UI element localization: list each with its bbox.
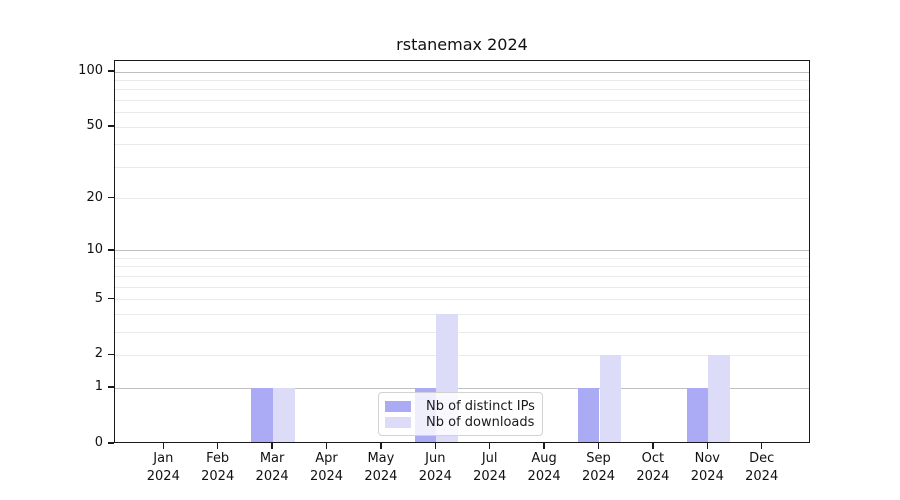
gridline-minor [115, 112, 809, 114]
x-tick-label: Jan 2024 [131, 450, 195, 486]
bar-distinct-ips-mar [251, 388, 274, 443]
gridline-major [115, 387, 809, 389]
legend-label-distinct-ips: Nb of distinct IPs [426, 398, 535, 414]
x-tick-label: Sep 2024 [567, 450, 631, 486]
x-tick-month: May [367, 451, 395, 466]
x-tick-label: Oct 2024 [621, 450, 685, 486]
gridline-minor [115, 286, 809, 288]
x-tick-month: Apr [315, 451, 338, 466]
y-tick-label: 2 [94, 346, 103, 362]
chart-title: rstanemax 2024 [396, 35, 528, 54]
x-tick-month: Mar [259, 451, 285, 466]
x-tick [597, 443, 600, 449]
x-tick-year: 2024 [146, 469, 180, 484]
plot-area [114, 60, 810, 443]
x-tick-label: Nov 2024 [675, 450, 739, 486]
x-tick-year: 2024 [636, 469, 670, 484]
legend-label-downloads: Nb of downloads [426, 414, 535, 430]
gridline-minor [115, 166, 809, 168]
x-tick-year: 2024 [364, 469, 398, 484]
gridline-minor [115, 144, 809, 146]
x-tick-month: Jan [153, 451, 174, 466]
gridline-minor [115, 100, 809, 102]
x-tick [271, 443, 273, 449]
x-tick-month: Aug [531, 451, 557, 466]
x-tick [325, 443, 328, 449]
x-tick [543, 443, 545, 449]
y-tick [108, 125, 114, 127]
gridline-minor [115, 126, 809, 128]
y-tick-label: 100 [78, 63, 103, 79]
y-tick-label: 0 [94, 435, 103, 450]
x-tick [434, 443, 437, 449]
x-tick-year: 2024 [581, 469, 616, 484]
x-tick-year: 2024 [690, 469, 724, 484]
x-tick-month: Nov [694, 451, 720, 466]
gridline-major [115, 71, 809, 73]
legend-swatch-downloads [385, 416, 411, 428]
gridline-minor [115, 89, 809, 91]
bar-distinct-ips-sep [577, 388, 600, 443]
x-tick-label: Jul 2024 [458, 450, 522, 486]
y-tick-label: 5 [94, 290, 103, 306]
x-tick-month: Oct [641, 451, 665, 466]
y-tick-label: 10 [86, 241, 103, 257]
gridline-minor [115, 198, 809, 200]
x-tick-month: Sep [586, 451, 611, 466]
gridline-major [115, 250, 809, 252]
legend: Nb of distinct IPs Nb of downloads [378, 392, 543, 436]
x-tick [652, 443, 654, 449]
legend-row-downloads: Nb of downloads [385, 414, 534, 430]
x-tick-year: 2024 [201, 469, 235, 484]
gridline-minor [115, 331, 809, 333]
gridline-minor [115, 299, 809, 301]
x-tick-month: Dec [749, 451, 775, 466]
x-tick [216, 443, 219, 449]
bar-downloads-mar [273, 388, 295, 443]
x-tick-month: Jul [481, 451, 498, 466]
x-tick-label: Mar 2024 [240, 450, 304, 486]
bar-downloads-sep [599, 355, 622, 443]
x-tick-month: Jun [425, 451, 446, 466]
gridline-minor [115, 266, 809, 268]
x-tick-label: Jun 2024 [403, 450, 467, 486]
y-tick [108, 70, 114, 72]
x-tick [162, 443, 165, 449]
x-tick-label: Apr 2024 [295, 450, 359, 486]
x-tick-year: 2024 [418, 469, 452, 484]
x-tick-year: 2024 [473, 469, 507, 484]
y-tick [108, 386, 114, 388]
y-tick-label: 50 [86, 118, 103, 134]
x-tick-month: Feb [206, 451, 230, 466]
x-tick [488, 443, 491, 449]
x-tick [706, 443, 709, 449]
bar-downloads-nov [708, 355, 731, 443]
y-tick [108, 297, 114, 300]
y-tick [108, 442, 114, 444]
y-tick-label: 20 [86, 189, 103, 205]
x-tick-label: Feb 2024 [186, 450, 250, 486]
y-tick [108, 196, 114, 199]
bar-distinct-ips-nov [686, 388, 709, 443]
x-tick-year: 2024 [309, 469, 344, 484]
gridline-minor [115, 257, 809, 259]
gridline-minor [115, 354, 809, 356]
gridline-minor [115, 80, 809, 82]
x-tick-label: Aug 2024 [512, 450, 576, 486]
x-tick [760, 443, 763, 449]
x-tick [380, 443, 382, 449]
x-tick-year: 2024 [745, 469, 779, 484]
legend-swatch-distinct-ips [385, 400, 411, 412]
x-tick-label: Dec 2024 [730, 450, 794, 486]
y-tick [108, 353, 114, 356]
gridline-minor [115, 313, 809, 315]
legend-row-distinct-ips: Nb of distinct IPs [385, 398, 535, 414]
gridline-minor [115, 275, 809, 277]
y-tick [108, 249, 114, 251]
x-tick-year: 2024 [255, 469, 289, 484]
y-tick-label: 1 [94, 379, 103, 395]
x-tick-year: 2024 [527, 469, 561, 484]
x-tick-label: May 2024 [349, 450, 413, 486]
